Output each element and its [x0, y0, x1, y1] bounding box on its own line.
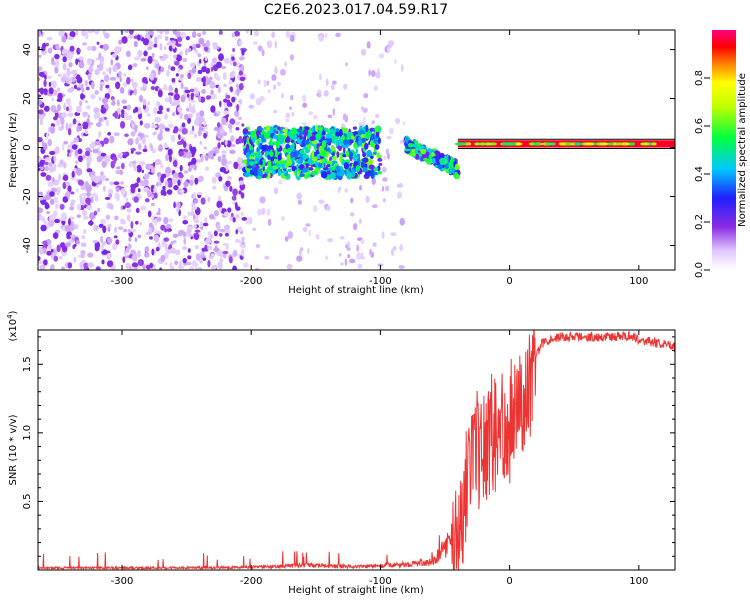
spectrogram-frame [37, 29, 676, 271]
heatmap-region-1 [242, 30, 409, 270]
colorbar-tick-label: 0.8 [694, 70, 705, 86]
colorbar-label: Normalized spectral amplitude [737, 73, 748, 227]
snr-x-tick-label: -200 [240, 576, 263, 587]
spectrogram-x-tick-label: -300 [111, 276, 134, 287]
colorbar-ticks: 0.0 0.2 0.4 0.6 0.8 [694, 70, 710, 278]
snr-series-line [38, 330, 675, 570]
spectrogram-y-tick-label: -20 [22, 188, 33, 204]
colorbar-tick-label: 0.4 [694, 166, 705, 182]
snr-y-tick-label: 1.0 [22, 425, 33, 441]
snr-x-label: Height of straight line (km) [288, 585, 424, 596]
spectrogram-x-tick-label: 100 [629, 276, 648, 287]
snr-x-tick-label: 100 [629, 576, 648, 587]
spectrogram-x-tick-label: -100 [369, 276, 392, 287]
snr-frame [37, 329, 676, 571]
spectrogram-y-label: Frequency (Hz) [8, 112, 19, 188]
heatmap-region-4 [454, 138, 675, 150]
spectrogram-y-tick-label: 40 [22, 43, 33, 56]
heatmap-region-0 [38, 30, 248, 270]
spectrogram-x-label: Height of straight line (km) [288, 285, 424, 296]
colorbar-gradient [712, 30, 736, 270]
snr-y-tick-label: 1.5 [22, 356, 33, 372]
spectrogram-y-tick-label: 0 [22, 144, 33, 150]
snr-y-tick-label: 0.5 [22, 493, 33, 509]
snr-panel: -300 -200 -100 0 100 0.5 1.0 1.5 Height of stra… [6, 310, 676, 596]
spectrogram-x-tick-label: 0 [506, 276, 512, 287]
spectrogram-x-tick-label: -200 [240, 276, 263, 287]
chart-title: C2E6.2023.017.04.59.R17 [264, 2, 448, 18]
snr-y-multiplier: (x104) [6, 310, 19, 341]
colorbar: 0.0 0.2 0.4 0.6 0.8 Normalized spectral ampl… [694, 30, 748, 278]
colorbar-tick-label: 0.0 [694, 262, 705, 278]
spectrogram-y-tick-label: 20 [22, 92, 33, 105]
spectrogram-heatmap [38, 30, 675, 270]
colorbar-tick-label: 0.2 [694, 214, 705, 230]
colorbar-tick-label: 0.6 [694, 118, 705, 134]
heatmap-region-2 [241, 124, 383, 181]
spectrogram-y-tick-label: -40 [22, 237, 33, 253]
snr-ticks: -300 -200 -100 0 100 0.5 1.0 1.5 [22, 330, 675, 587]
heatmap-region-3 [404, 135, 461, 180]
snr-y-label: SNR (10 * v/v) [8, 414, 19, 485]
snr-x-tick-label: -300 [111, 576, 134, 587]
snr-x-tick-label: 0 [506, 576, 512, 587]
snr-x-tick-label: -100 [369, 576, 392, 587]
